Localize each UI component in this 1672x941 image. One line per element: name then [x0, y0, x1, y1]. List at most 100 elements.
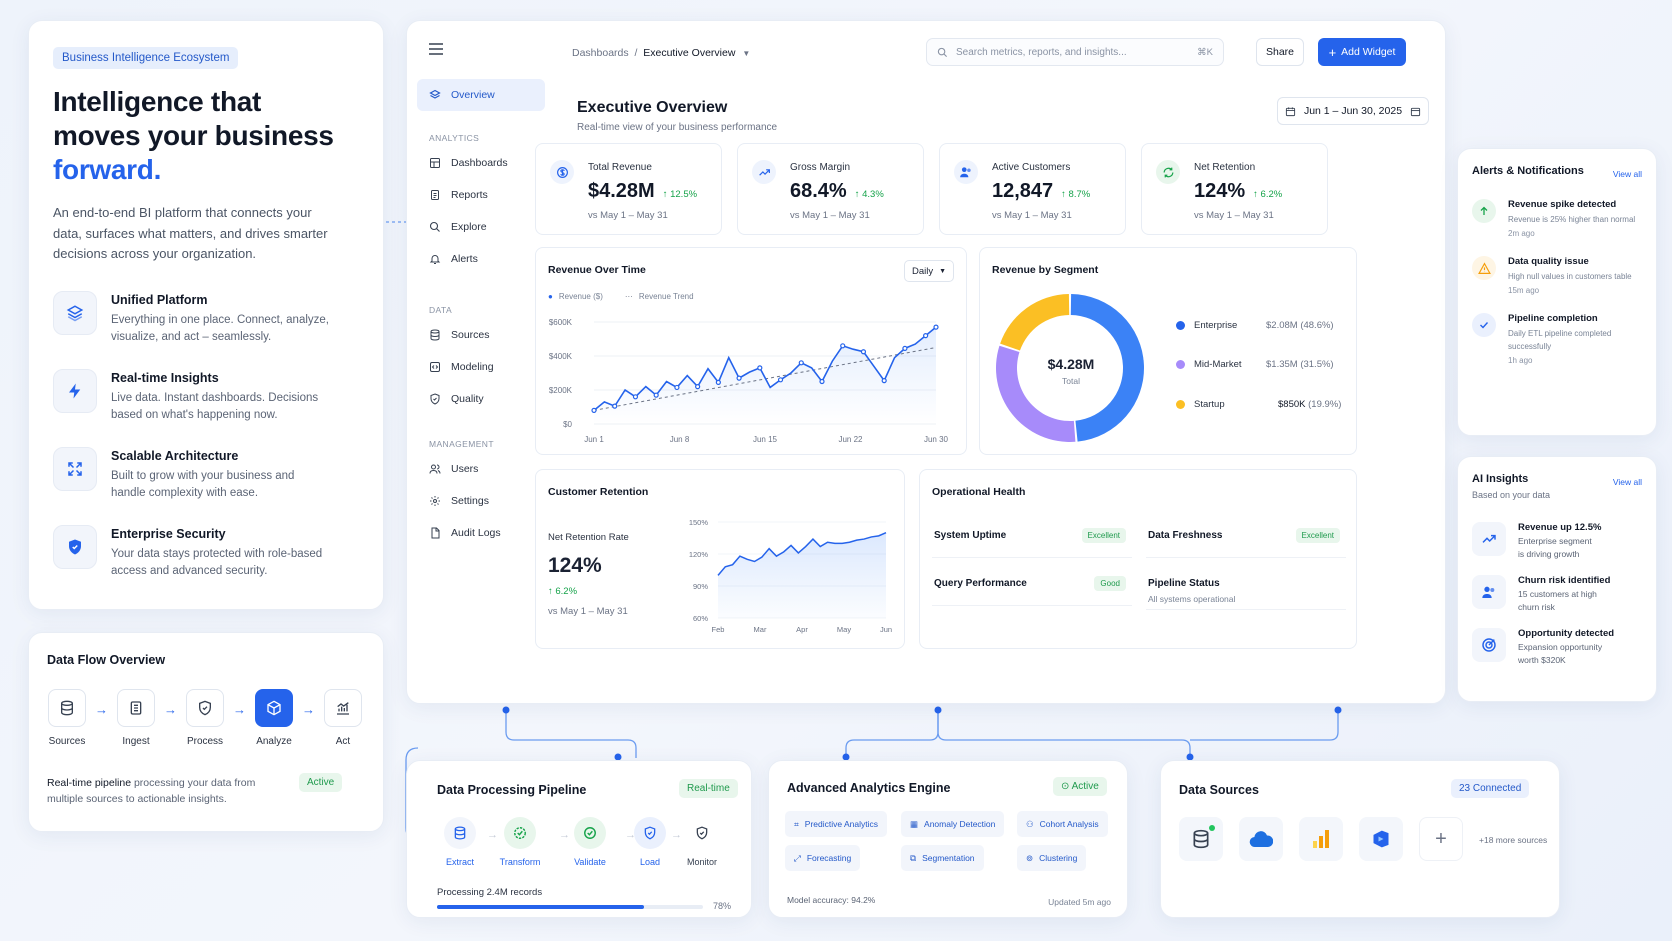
kpi-total-revenue[interactable]: Total Revenue $4.28M ↑ 12.5% vs May 1 – May…	[535, 143, 722, 235]
arrow-up-icon	[1472, 199, 1496, 223]
more-sources-text[interactable]: +18 more sources	[1479, 835, 1548, 845]
sidebar-item-quality[interactable]: Quality	[417, 383, 545, 415]
legend-enterprise: Enterprise $2.08M (48.6%)	[1176, 320, 1334, 331]
kpi-active-customers[interactable]: Active Customers 12,847 ↑ 8.7% vs May 1 – M…	[939, 143, 1126, 235]
chip-segmentation[interactable]: ⧉ Segmentation	[901, 845, 984, 871]
sparkle-icon: ⌗	[794, 818, 799, 829]
y-tick-label: $0	[563, 420, 572, 429]
donut-slice-mid-market	[996, 345, 1076, 442]
azure-icon[interactable]	[1359, 817, 1403, 861]
chip-predictive-analytics[interactable]: ⌗ Predictive Analytics	[785, 811, 888, 837]
refresh-icon	[1156, 160, 1180, 184]
customer-retention-panel: Customer Retention Net Retention Rate 12…	[535, 469, 905, 649]
dashboard-window: Overview ANALYTICS Dashboards Reports Ex…	[406, 20, 1446, 704]
ai-view-all-link[interactable]: View all	[1612, 477, 1642, 487]
retention-line	[717, 531, 887, 576]
status-badge: Excellent	[1081, 528, 1126, 543]
sources-title: Data Sources	[1179, 783, 1259, 797]
users-icon: ⚇	[1026, 818, 1034, 829]
sidebar-item-explore[interactable]: Explore	[417, 211, 545, 243]
retention-metric-label: Net Retention Rate	[548, 532, 629, 543]
pipeline-step-load[interactable]: Load	[625, 817, 675, 867]
chip-cohort-analysis[interactable]: ⚇ Cohort Analysis	[1017, 811, 1108, 837]
share-button[interactable]: Share	[1256, 38, 1304, 66]
kpi-net-retention[interactable]: Net Retention 124% ↑ 6.2% vs May 1 – May 31	[1141, 143, 1328, 235]
data-point	[777, 377, 784, 383]
sidebar-item-audit-logs[interactable]: Audit Logs	[417, 517, 545, 549]
pipeline-badge: Real-time	[679, 779, 738, 798]
chip-forecasting[interactable]: ⤢ Forecasting	[785, 845, 861, 871]
breadcrumb-root[interactable]: Dashboards	[572, 47, 629, 59]
pipeline-step-extract[interactable]: Extract	[435, 817, 485, 867]
add-widget-button[interactable]: + Add Widget	[1318, 38, 1406, 66]
alert-revenue-spike[interactable]: Revenue spike detected Revenue is 25% hig…	[1472, 199, 1642, 238]
feature-title: Unified Platform	[111, 292, 208, 307]
flow-step-sources[interactable]: Sources	[47, 689, 87, 747]
insight-churn-risk[interactable]: Churn risk identified 15 customers at hig…	[1472, 575, 1642, 614]
sidebar-item-dashboards[interactable]: Dashboards	[417, 147, 545, 179]
menu-icon[interactable]	[429, 43, 443, 55]
y-tick-label: 120%	[689, 550, 709, 559]
alerts-card: Alerts & Notifications View all Revenue …	[1457, 148, 1657, 436]
sidebar-item-alerts[interactable]: Alerts	[417, 243, 545, 275]
sidebar-item-overview[interactable]: Overview	[417, 79, 545, 111]
health-system-uptime[interactable]: System Uptime Excellent	[932, 522, 1132, 558]
insight-revenue-up[interactable]: Revenue up 12.5% Enterprise segment is dri…	[1472, 522, 1642, 561]
health-data-freshness[interactable]: Data Freshness Excellent	[1146, 522, 1346, 558]
flow-step-ingest[interactable]: Ingest	[116, 689, 156, 747]
date-range-picker[interactable]: Jun 1 – Jun 30, 2025	[1277, 97, 1429, 125]
chip-clustering[interactable]: ⊚ Clustering	[1017, 845, 1087, 871]
sidebar-item-users[interactable]: Users	[417, 453, 545, 485]
pipeline-step-transform[interactable]: Transform	[495, 817, 545, 867]
search-input[interactable]: Search metrics, reports, and insights...…	[926, 38, 1224, 66]
y-tick-label: $200K	[549, 386, 573, 395]
plus-icon: +	[1328, 44, 1337, 60]
insight-opportunity[interactable]: Opportunity detected Expansion opportunit…	[1472, 628, 1642, 667]
chip-anomaly-detection[interactable]: ▦ Anomaly Detection	[901, 811, 1005, 837]
alert-data-quality[interactable]: Data quality issue High null values in cu…	[1472, 256, 1642, 295]
flow-step-process[interactable]: Process	[185, 689, 225, 747]
sidebar-item-reports[interactable]: Reports	[417, 179, 545, 211]
users-icon	[954, 160, 978, 184]
arrow-icon: →	[233, 702, 246, 717]
bar-chart-icon[interactable]	[1299, 817, 1343, 861]
cloud-icon[interactable]	[1239, 817, 1283, 861]
flow-step-analyze[interactable]: Analyze	[254, 689, 294, 747]
gear-icon	[430, 496, 440, 506]
plus-icon[interactable]: +	[1419, 817, 1463, 861]
sidebar-item-modeling[interactable]: Modeling	[417, 351, 545, 383]
revenue-line	[593, 326, 937, 412]
arrow-icon: →	[559, 829, 570, 841]
analytics-engine-card: Advanced Analytics Engine ⊙ Active ⌗ Pred…	[768, 760, 1128, 918]
engine-status-badge: ⊙ Active	[1053, 777, 1107, 796]
data-point	[591, 407, 597, 413]
sidebar-item-settings[interactable]: Settings	[417, 485, 545, 517]
grid-icon	[430, 158, 440, 168]
granularity-select[interactable]: Daily ▼	[904, 260, 954, 282]
sidebar-item-sources[interactable]: Sources	[417, 319, 545, 351]
legend-trend: Revenue Trend	[638, 292, 694, 301]
alerts-view-all-link[interactable]: View all	[1612, 169, 1642, 179]
flow-status-badge: Active	[299, 773, 343, 792]
database-icon[interactable]	[1179, 817, 1223, 861]
panel-title: Operational Health	[932, 486, 1026, 498]
ai-title: AI Insights	[1472, 473, 1529, 485]
health-pipeline-status[interactable]: Pipeline Status All systems operational	[1146, 570, 1346, 610]
database-icon	[430, 329, 440, 341]
retention-sub: vs May 1 – May 31	[548, 606, 628, 617]
kpi-gross-margin[interactable]: Gross Margin 68.4% ↑ 4.3% vs May 1 – May 31	[737, 143, 924, 235]
breadcrumb-current[interactable]: Executive Overview	[643, 47, 736, 59]
layers-icon	[53, 290, 97, 335]
flow-step-act[interactable]: Act	[323, 689, 363, 747]
pipeline-step-monitor[interactable]: Monitor	[677, 817, 727, 867]
search-icon	[429, 221, 440, 232]
data-point	[881, 378, 887, 384]
alert-pipeline-completion[interactable]: Pipeline completion Daily ETL pipeline co…	[1472, 313, 1642, 365]
data-flow-title: Data Flow Overview	[47, 653, 166, 667]
shield-check-icon	[430, 393, 440, 405]
pipeline-step-validate[interactable]: Validate	[565, 817, 615, 867]
donut-slice-enterprise	[1070, 294, 1144, 442]
operational-health-panel: Operational Health System Uptime Excellen…	[919, 469, 1357, 649]
health-query-performance[interactable]: Query Performance Good	[932, 570, 1132, 606]
chevron-down-icon[interactable]: ▼	[742, 49, 751, 58]
